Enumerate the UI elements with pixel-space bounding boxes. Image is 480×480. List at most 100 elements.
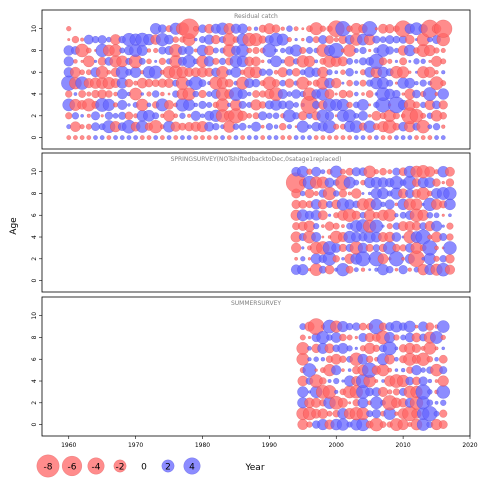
residual-bubble	[334, 92, 338, 96]
panel-frame	[41, 296, 471, 437]
residual-bubble	[198, 79, 207, 88]
residual-bubble	[213, 135, 219, 140]
x-tick-label: 2020	[462, 442, 477, 449]
residual-bubble	[340, 135, 346, 140]
residual-bubble	[440, 80, 447, 87]
residual-bubble	[104, 111, 113, 120]
residual-bubble	[180, 135, 185, 140]
residual-bubble	[273, 124, 279, 129]
residual-bubble	[340, 69, 346, 75]
residual-bubble	[434, 19, 453, 38]
residual-bubble	[413, 58, 420, 65]
residual-bubble	[192, 90, 200, 98]
residual-bubble	[99, 135, 105, 140]
residual-bubble	[136, 98, 149, 112]
residual-bubble	[307, 257, 312, 261]
legend: -8 -6 -4 -2 0 2 4	[36, 454, 201, 478]
legend-label: -6	[68, 463, 77, 473]
residual-bubble	[280, 26, 285, 31]
residual-bubble	[423, 342, 437, 355]
residual-bubble	[414, 324, 419, 329]
residual-bubble	[80, 37, 85, 42]
residual-bubble	[438, 354, 448, 364]
residual-bubble	[401, 256, 405, 261]
residual-bubble	[237, 110, 248, 121]
residual-bubble	[280, 135, 286, 140]
residual-bubble	[291, 67, 301, 77]
x-tick-label: 1990	[262, 442, 277, 449]
legend-label: -8	[44, 463, 53, 473]
residual-bubble	[273, 69, 279, 75]
residual-bubble	[386, 79, 394, 87]
y-tick-label: 2	[31, 401, 38, 405]
residual-bubble	[414, 135, 419, 140]
residual-bubble	[419, 79, 427, 87]
residual-bubble	[140, 92, 145, 96]
y-tick-label: 0	[31, 278, 38, 282]
residual-bubble	[273, 135, 279, 140]
residual-bubble	[224, 78, 234, 88]
residual-bubble	[79, 124, 85, 130]
residual-bubble	[339, 355, 347, 363]
residual-bubble	[212, 57, 220, 65]
residual-bubble	[346, 79, 353, 87]
residual-bubble	[294, 37, 298, 42]
residual-bubble	[436, 320, 450, 333]
residual-bubble	[347, 368, 352, 372]
residual-bubble	[347, 135, 353, 140]
residual-bubble	[445, 166, 455, 177]
residual-bubble	[307, 135, 312, 140]
residual-bubble	[357, 99, 369, 111]
residual-bubble	[260, 124, 265, 129]
residual-bubble	[394, 59, 399, 63]
residual-bubble	[392, 35, 401, 44]
residual-bubble	[420, 58, 426, 65]
residual-bubble	[313, 135, 319, 140]
residual-bubble	[444, 264, 455, 275]
residual-bubble	[407, 135, 413, 140]
residual-bubble	[113, 102, 119, 108]
residual-bubble	[320, 357, 326, 362]
residual-bubble	[333, 190, 340, 197]
residual-bubble	[384, 354, 395, 365]
residual-bubble	[320, 135, 326, 140]
legend-bubble	[113, 459, 127, 473]
legend-entry: -8	[36, 454, 60, 478]
residual-bubble	[212, 123, 220, 131]
legend-bubble	[87, 457, 105, 475]
residual-bubble	[307, 357, 312, 362]
residual-bubble	[187, 113, 192, 118]
residual-bubble	[445, 254, 455, 264]
residual-bubble	[448, 213, 452, 218]
x-tick-label: 2010	[395, 442, 410, 449]
residual-bubble	[66, 26, 72, 32]
residual-bubble	[441, 346, 446, 351]
residual-bubble	[91, 111, 100, 121]
residual-bubble	[291, 89, 301, 99]
residual-bubble	[307, 346, 312, 351]
panel-2: SPRINGSURVEY(NOTshiftedbacktoDec,0satage…	[31, 152, 471, 293]
residual-bubble	[93, 135, 98, 140]
residual-bubble	[238, 122, 247, 131]
residual-bubble	[66, 135, 72, 140]
residual-bubble	[394, 368, 399, 372]
legend-label: -2	[116, 463, 125, 473]
residual-bubble	[353, 135, 359, 140]
residual-bubble	[341, 379, 345, 383]
residual-bubble	[368, 268, 372, 272]
residual-bubble	[252, 46, 260, 54]
residual-bubble	[405, 34, 415, 45]
residual-bubble	[247, 124, 252, 129]
residual-bubble	[85, 47, 92, 54]
residual-bubble	[327, 135, 332, 140]
residual-bubble	[305, 35, 314, 44]
residual-bubble	[306, 421, 313, 428]
residual-bubble	[446, 222, 454, 230]
residual-bubble	[126, 135, 132, 140]
residual-bubble	[331, 365, 342, 376]
residual-bubble	[338, 89, 348, 99]
residual-bubble	[78, 90, 86, 98]
residual-bubble	[299, 334, 306, 341]
residual-bubble	[93, 59, 98, 63]
residual-bubble	[184, 45, 194, 56]
